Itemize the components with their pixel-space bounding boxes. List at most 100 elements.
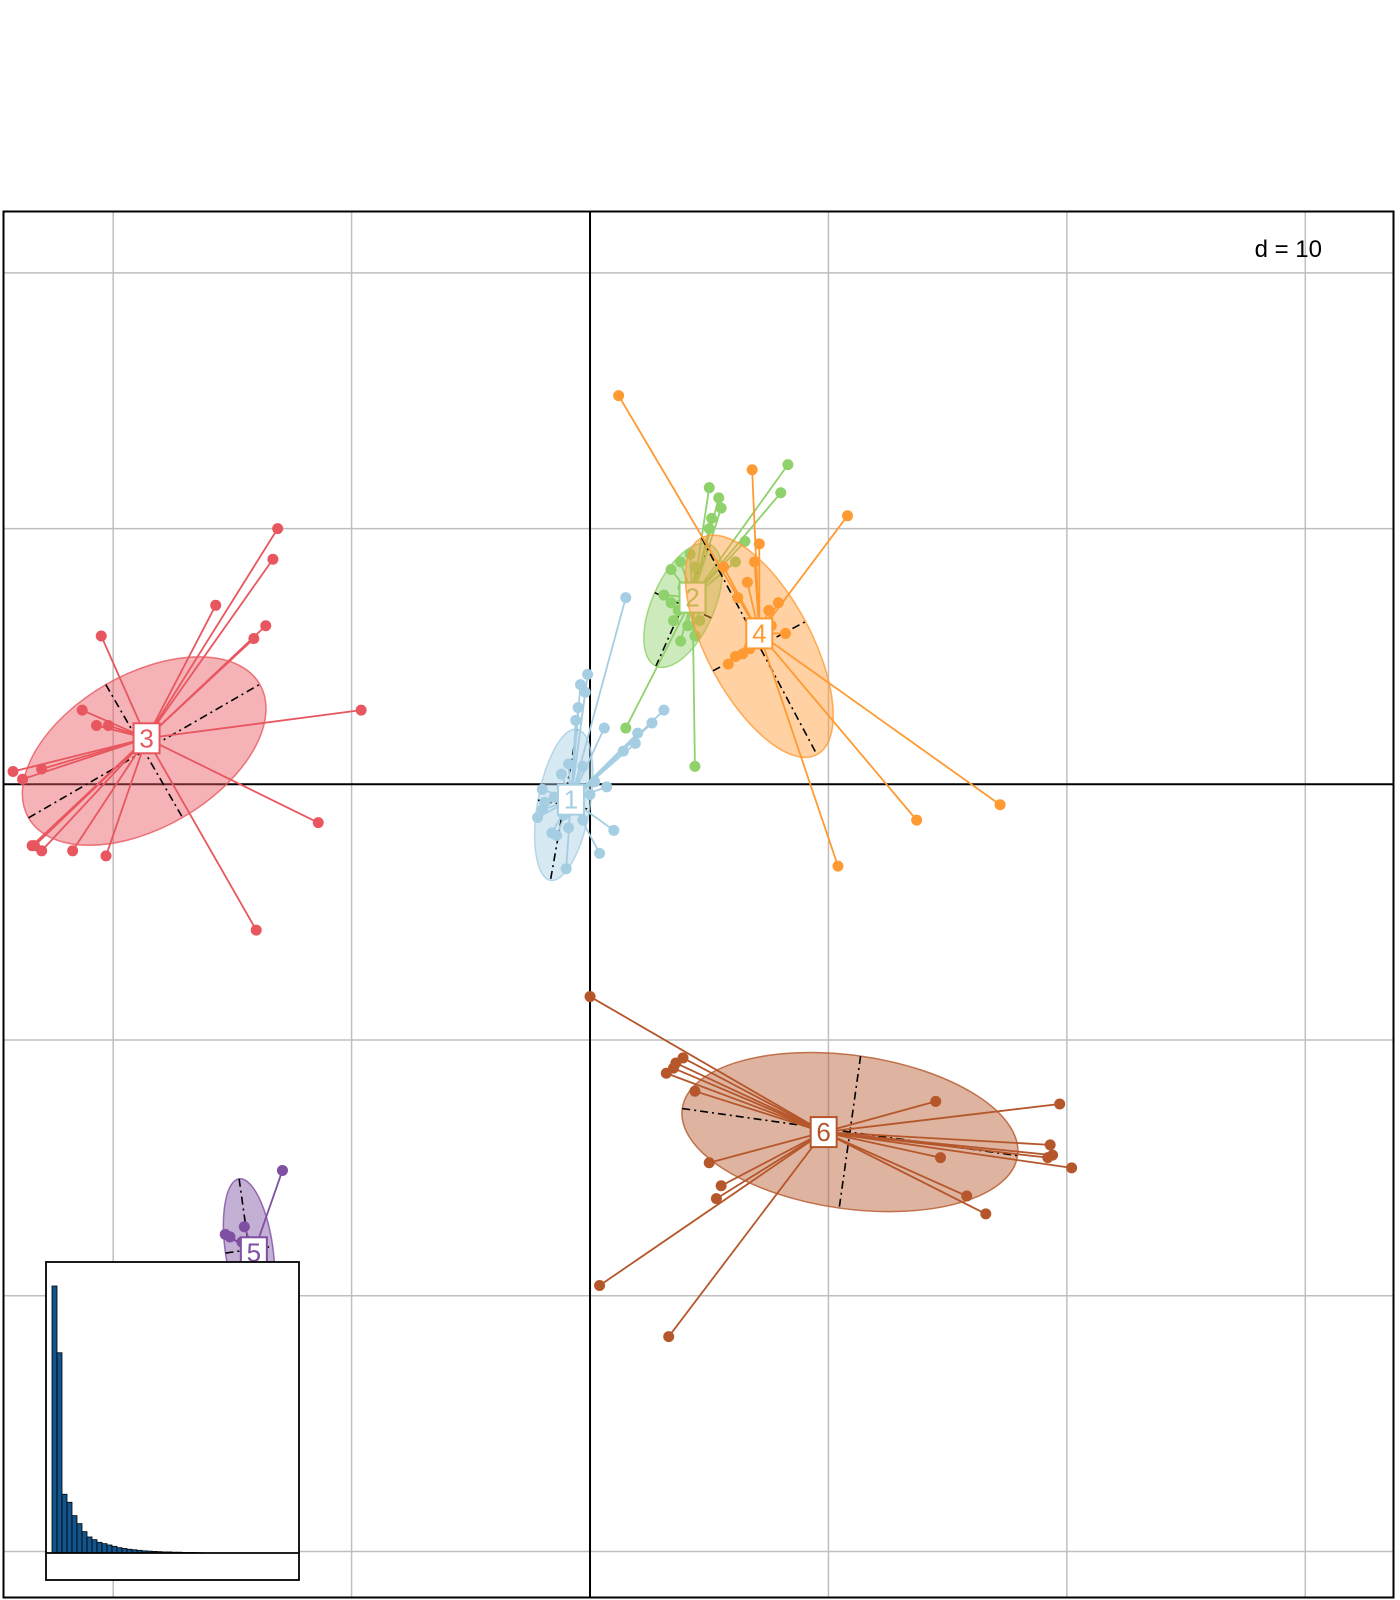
inset-bar (96, 1541, 103, 1554)
data-point (355, 704, 367, 716)
data-point (551, 829, 563, 841)
plot-frame (2, 210, 1395, 1599)
data-point (272, 523, 284, 535)
data-point (579, 686, 591, 698)
data-point (715, 502, 727, 514)
cluster-spoke (100, 635, 148, 739)
data-point (663, 1331, 675, 1343)
cluster-group-4: 4 (613, 390, 1006, 872)
cluster-spoke (823, 1131, 1072, 1169)
cluster-label-box (556, 783, 585, 816)
data-point (312, 817, 324, 829)
inset-bar (86, 1536, 93, 1554)
data-point (210, 599, 222, 611)
cluster-spoke (823, 1131, 1051, 1146)
data-point (248, 633, 260, 645)
cluster-label-box (809, 1116, 838, 1149)
cluster-spoke (145, 637, 255, 739)
cluster-spoke (823, 1131, 968, 1197)
cluster-spoke (758, 632, 1001, 806)
data-point (100, 850, 112, 862)
data-point (763, 604, 775, 616)
cluster-spoke (823, 1131, 987, 1215)
data-point (532, 812, 544, 824)
data-point (560, 863, 572, 875)
data-point (36, 845, 48, 857)
data-point (584, 991, 596, 1003)
data-point (980, 1208, 992, 1220)
cluster-label-box (745, 617, 774, 650)
data-point (703, 482, 715, 494)
cluster-spoke (146, 709, 362, 740)
data-point (934, 1152, 946, 1164)
data-point (689, 561, 701, 573)
cluster-spoke (691, 492, 782, 599)
data-point (577, 814, 589, 826)
data-point (732, 592, 744, 604)
data-point (67, 845, 79, 857)
data-point (703, 523, 715, 535)
data-point (76, 704, 88, 716)
data-point (90, 719, 102, 731)
cluster-label: 6 (816, 1117, 830, 1147)
data-point (563, 758, 575, 770)
cluster-spoke (665, 1072, 824, 1133)
cluster-spoke (823, 1131, 941, 1159)
cluster-label: 5 (247, 1237, 261, 1267)
data-point (1044, 1139, 1056, 1151)
cluster-spoke (145, 604, 217, 739)
data-point (994, 799, 1006, 811)
data-point (613, 390, 625, 402)
ellipse-axis-minor (700, 537, 818, 755)
data-point (260, 620, 272, 632)
scale-label: d = 10 (1255, 236, 1322, 263)
data-point (26, 840, 38, 852)
cluster-spoke (673, 1067, 825, 1133)
cluster-spoke (146, 737, 319, 824)
eigenvalue-inset (45, 1261, 300, 1581)
data-point (658, 589, 670, 601)
data-point (594, 847, 606, 859)
cluster-spoke (758, 632, 918, 821)
data-point (629, 737, 641, 749)
cluster-spoke (589, 995, 825, 1133)
data-point (772, 597, 784, 609)
data-point (598, 722, 610, 734)
data-point (749, 556, 761, 568)
ellipse-axis-minor (838, 1056, 862, 1209)
cluster-spoke (691, 464, 789, 599)
ellipse-axis-minor (238, 1178, 260, 1321)
cluster-group-3: 3 (7, 523, 367, 936)
data-point (589, 776, 601, 788)
data-point (267, 553, 279, 565)
data-point (620, 592, 632, 604)
cluster-spoke (708, 1131, 824, 1164)
inset-bar (81, 1531, 88, 1554)
cluster-spoke (145, 528, 279, 739)
data-point (572, 702, 584, 714)
data-point (1066, 1162, 1078, 1174)
data-point (961, 1190, 973, 1202)
cluster-spoke (105, 737, 148, 857)
data-point (563, 822, 575, 834)
data-point (584, 789, 596, 801)
data-point (703, 1157, 715, 1169)
data-point (842, 510, 854, 522)
inset-bar (61, 1493, 68, 1554)
data-point (276, 1164, 288, 1176)
data-point (570, 714, 582, 726)
data-point (36, 763, 48, 775)
cluster-label: 4 (752, 618, 766, 648)
data-point (665, 597, 677, 609)
data-point (729, 650, 741, 662)
cluster-spoke (31, 737, 148, 847)
cluster-spoke (682, 1057, 825, 1133)
data-point (95, 630, 107, 642)
inset-bar (51, 1285, 58, 1554)
cluster-spoke (145, 558, 274, 739)
axes-layer (3, 211, 1394, 1598)
data-point (17, 773, 29, 785)
inset-bar (106, 1544, 113, 1554)
cluster-spoke (720, 1131, 825, 1187)
